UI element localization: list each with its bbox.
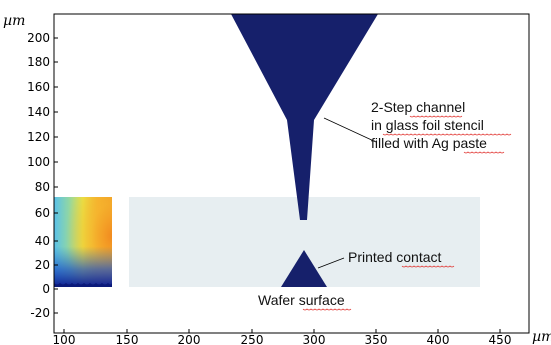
channel-annotation-line-2: in glass foil stencil xyxy=(371,117,484,133)
y-tick-label: 20 xyxy=(35,258,50,272)
plot-frame xyxy=(53,13,530,334)
x-tick-label: 450 xyxy=(489,333,512,345)
contact-leader-line xyxy=(317,257,345,269)
y-tick-label: 40 xyxy=(35,234,50,248)
y-tick-label: 120 xyxy=(27,130,50,144)
y-axis: -20 0 20 40 60 80 100 120 140 160 180 20… xyxy=(27,31,58,320)
y-tick-label: 80 xyxy=(35,180,50,194)
channel-annotation-line-1: 2-Step channel xyxy=(371,99,465,115)
wafer-annotation: Wafer surface xyxy=(258,292,345,308)
y-tick-label: 140 xyxy=(27,105,50,119)
channel-leader-line xyxy=(323,117,377,143)
x-tick-label: 400 xyxy=(427,333,450,345)
x-tick-label: 300 xyxy=(303,333,326,345)
x-tick-label: 150 xyxy=(116,333,139,345)
x-tick-label: 100 xyxy=(53,333,76,345)
x-tick-label: 200 xyxy=(178,333,201,345)
y-tick-label: 60 xyxy=(35,206,50,220)
contact-annotation: Printed contact xyxy=(348,249,441,265)
printed-contact-shape xyxy=(281,250,327,287)
field-map xyxy=(54,197,112,287)
y-tick-label: 180 xyxy=(27,55,50,69)
channel-annotation-line-3: filled with Ag paste xyxy=(371,135,487,151)
y-tick-label: 100 xyxy=(27,155,50,169)
y-unit-label: µm xyxy=(3,13,25,29)
x-tick-label: 250 xyxy=(241,333,264,345)
y-tick-label: 200 xyxy=(27,31,50,45)
x-unit-label: µm xyxy=(532,329,551,345)
x-axis: 100 150 200 250 300 350 400 450 xyxy=(53,329,512,345)
y-tick-label: -20 xyxy=(30,306,50,320)
channel-shape xyxy=(231,14,378,220)
y-tick-label: 0 xyxy=(42,282,50,296)
plot-area xyxy=(54,14,480,287)
y-tick-label: 160 xyxy=(27,80,50,94)
x-tick-label: 350 xyxy=(365,333,388,345)
